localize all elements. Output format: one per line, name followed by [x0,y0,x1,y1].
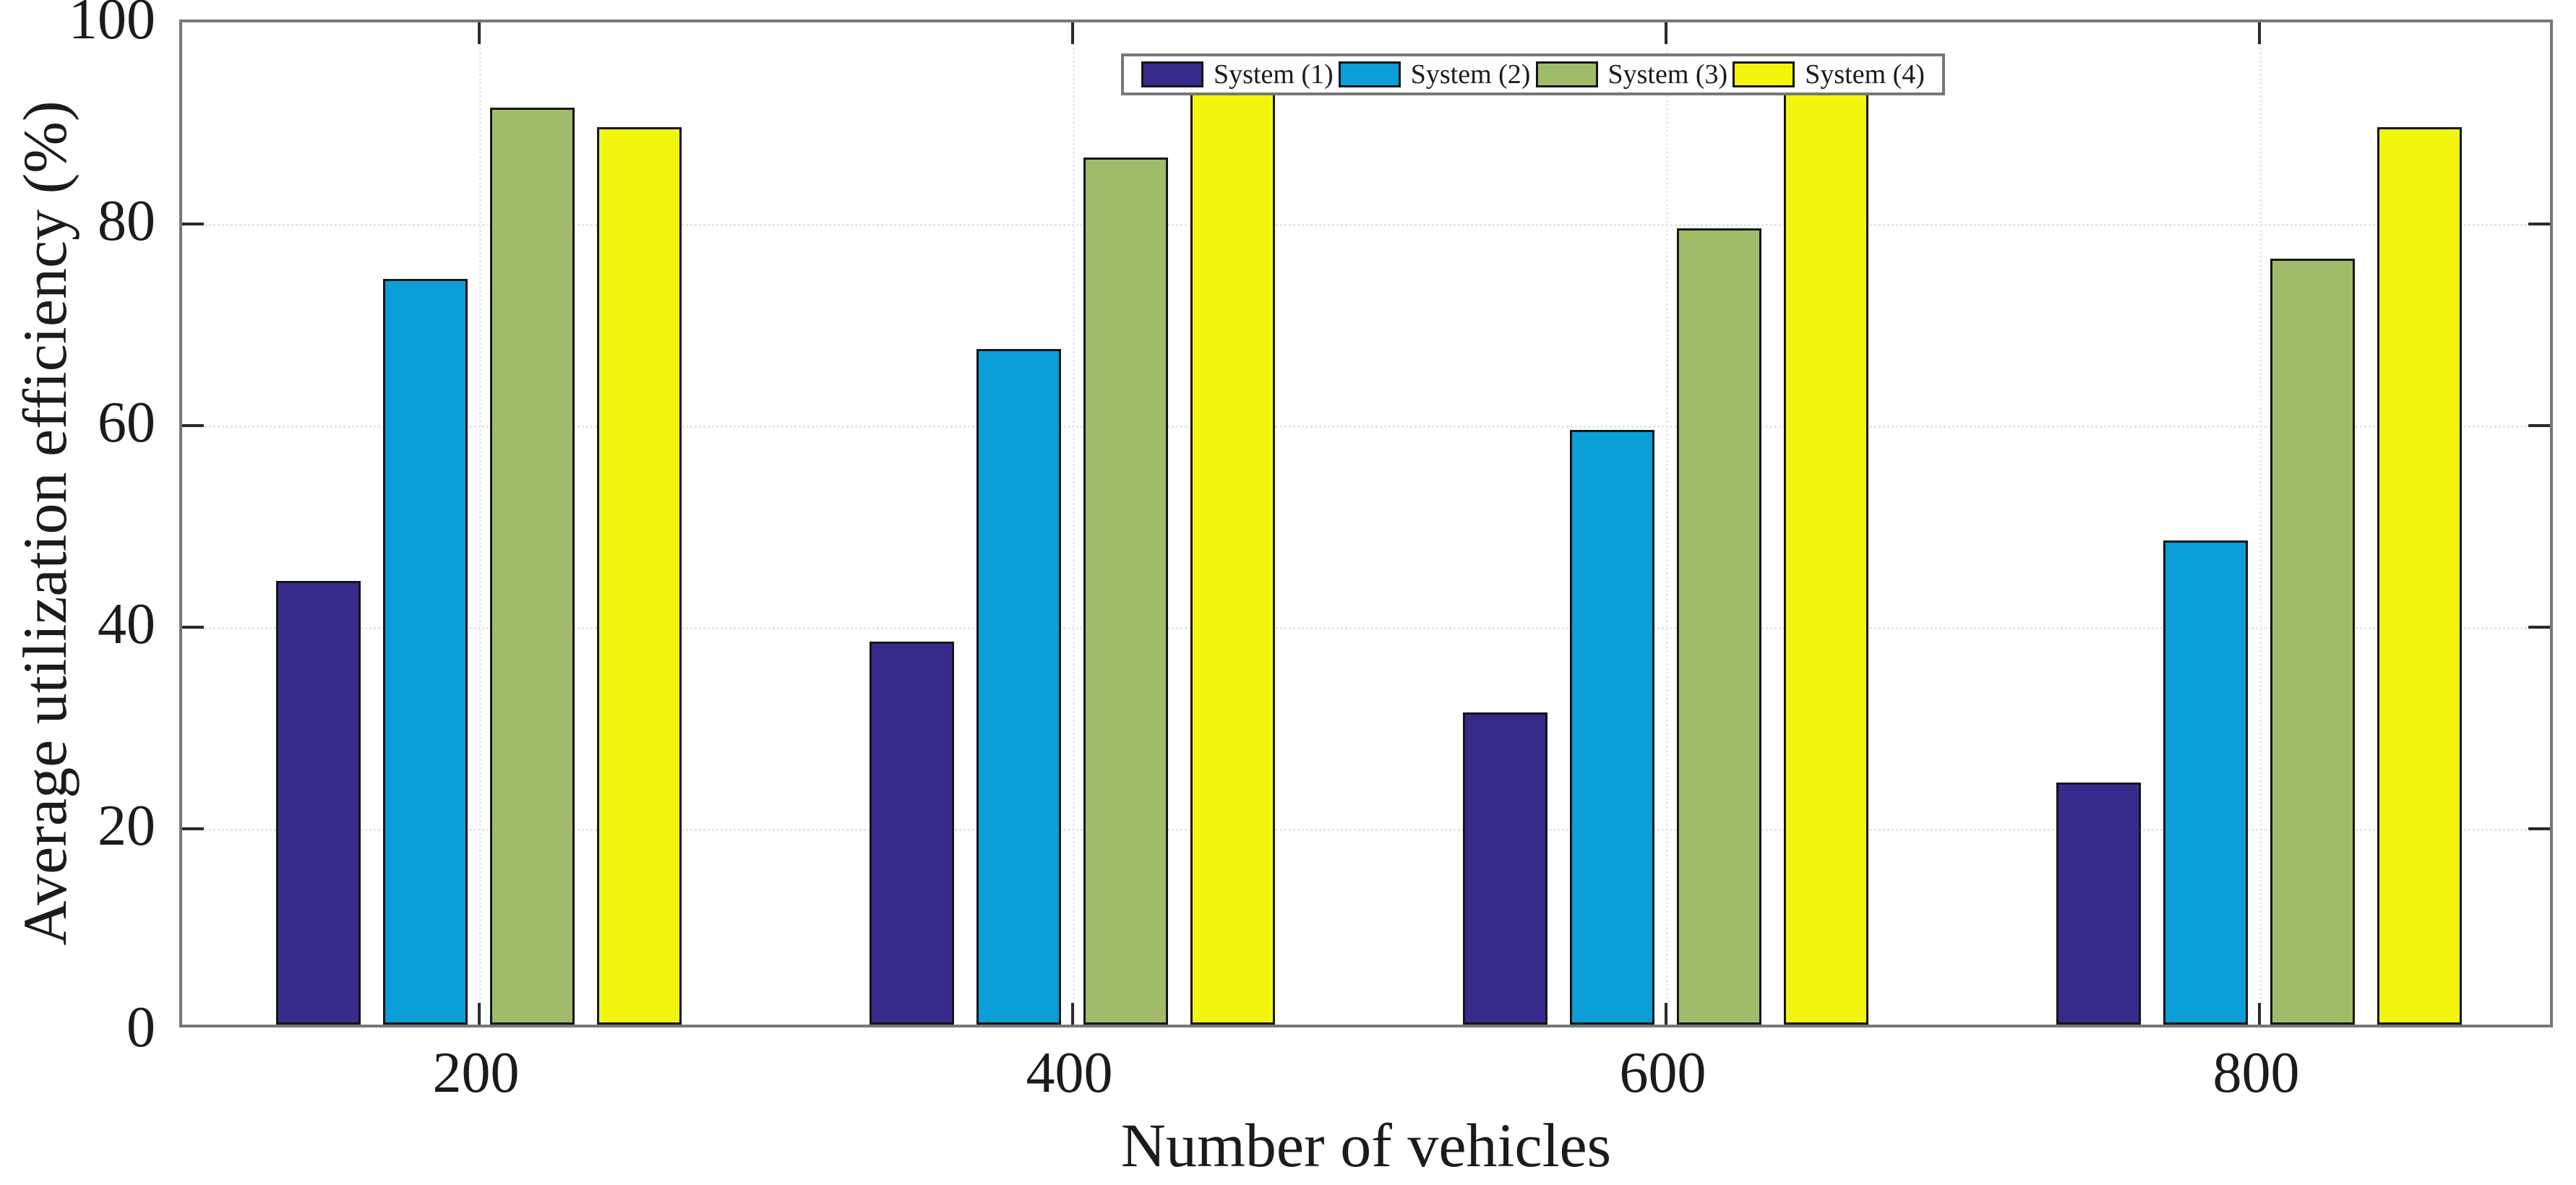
x-tick-label-600: 600 [1619,1041,1706,1105]
bottom-tick-200 [477,1003,481,1025]
bar-system-2-x200 [383,278,468,1025]
bar-system-1-x200 [276,581,361,1025]
top-tick-400 [1070,22,1074,44]
bar-system-3-x400 [1083,158,1168,1025]
y-tick-label-80: 80 [98,189,155,253]
bar-system-3-x600 [1677,228,1761,1025]
right-tick-20 [2528,827,2550,830]
legend-label: System (4) [1805,59,1925,90]
bar-system-2-x800 [2163,540,2248,1025]
v-gridline-600 [1665,22,1668,1025]
bar-system-1-x400 [870,641,954,1025]
legend-item-system-2: System (2) [1338,59,1531,90]
bar-system-3-x800 [2270,258,2355,1025]
y-tick-label-60: 60 [98,391,155,454]
bar-system-4-x200 [597,127,682,1025]
bar-system-2-x400 [976,349,1061,1025]
legend-item-system-4: System (4) [1733,61,1925,88]
bar-system-4-x600 [1784,77,1868,1025]
legend-item-system-3: System (3) [1535,59,1728,90]
bar-system-1-x800 [2056,783,2141,1025]
left-tick-80 [182,223,204,225]
legend-swatch-icon [1535,61,1598,87]
v-gridline-200 [478,22,481,1025]
left-tick-20 [182,827,204,830]
bar-system-4-x800 [2377,127,2462,1025]
h-gridline-80 [182,224,2550,226]
top-tick-800 [2257,22,2261,44]
y-tick-label-0: 0 [126,996,155,1059]
plot-area: System (1) System (2) System (3) System (4) [179,20,2553,1027]
x-axis-label: Number of vehicles [1120,1111,1612,1180]
x-tick-label-800: 800 [2212,1041,2300,1105]
h-gridline-40 [182,627,2550,629]
left-tick-40 [182,626,204,629]
y-tick-label-100: 100 [69,0,155,51]
right-tick-80 [2528,223,2550,225]
v-gridline-800 [2259,22,2262,1025]
y-tick-label-40: 40 [98,592,155,656]
bottom-tick-600 [1664,1003,1667,1025]
legend-label: System (2) [1410,59,1531,90]
legend-label: System (3) [1607,59,1728,90]
bar-system-2-x600 [1570,429,1654,1025]
legend-item-system-1: System (1) [1141,61,1334,88]
legend-swatch-icon [1141,61,1203,87]
right-tick-60 [2528,424,2550,427]
legend-swatch-icon [1338,61,1401,87]
x-tick-label-400: 400 [1026,1041,1113,1105]
top-tick-200 [477,22,481,44]
y-tick-label-20: 20 [98,794,155,858]
legend-swatch-icon [1733,61,1795,87]
legend-label: System (1) [1214,59,1334,90]
h-gridline-20 [182,829,2550,831]
bar-system-1-x600 [1463,712,1547,1025]
v-gridline-400 [1072,22,1075,1025]
top-tick-600 [1664,22,1667,44]
h-gridline-60 [182,426,2550,428]
right-tick-40 [2528,626,2550,629]
legend: System (1) System (2) System (3) System (4) [1121,53,1945,95]
bar-system-3-x200 [490,107,575,1025]
bottom-tick-400 [1070,1003,1074,1025]
x-tick-label-200: 200 [432,1041,520,1105]
bar-system-4-x400 [1190,77,1275,1025]
left-tick-60 [182,424,204,427]
bottom-tick-800 [2257,1003,2261,1025]
